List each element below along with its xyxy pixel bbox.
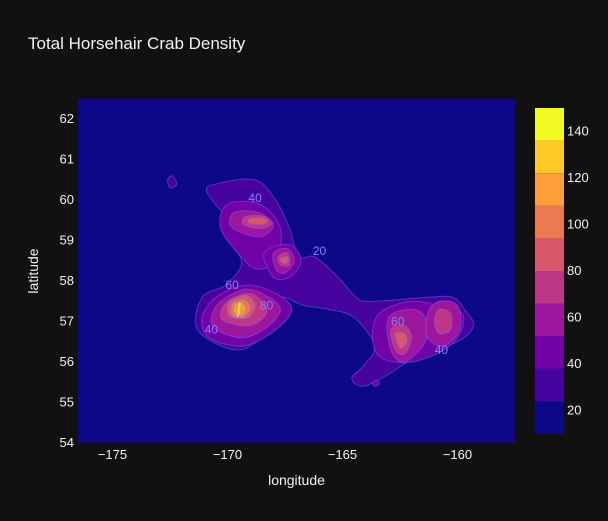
colorbar-tick-label: 120: [567, 170, 589, 185]
colorbar: 20 40 60 80 100 120 140: [535, 108, 589, 434]
colorbar-tick-label: 140: [567, 123, 589, 138]
contour-label-0: 40: [248, 191, 262, 205]
contour-region-10-1: [167, 175, 178, 189]
colorbar-band: [535, 140, 564, 174]
colorbar-band: [535, 108, 564, 141]
y-tick-label: 56: [60, 354, 74, 369]
contour-label-3: 80: [260, 298, 274, 312]
y-tick-label: 55: [60, 395, 74, 410]
colorbar-band: [535, 303, 564, 337]
y-tick-label: 60: [60, 192, 74, 207]
colorbar-tick-label: 80: [567, 263, 581, 278]
x-axis-ticks: −175 −170 −165 −160: [98, 447, 472, 462]
x-tick-label: −170: [213, 447, 242, 462]
contour-region-80-3: [394, 331, 408, 349]
y-tick-label: 62: [60, 111, 74, 126]
contour-label-6: 40: [435, 343, 449, 357]
colorbar-tick-label: 20: [567, 403, 581, 418]
contour-region-60-4: [433, 308, 453, 335]
contour-label-4: 40: [205, 323, 219, 337]
x-axis-label: longitude: [268, 472, 325, 488]
x-tick-label: −175: [98, 447, 127, 462]
colorbar-band: [535, 336, 564, 369]
contour-label-5: 60: [391, 315, 405, 329]
x-tick-label: −165: [328, 447, 357, 462]
colorbar-band: [535, 238, 564, 271]
contour-label-2: 60: [225, 278, 239, 292]
contour-label-1: 20: [313, 244, 327, 258]
colorbar-tick-label: 40: [567, 356, 581, 371]
x-tick-label: −160: [443, 447, 472, 462]
colorbar-tick-label: 100: [567, 216, 589, 231]
contour-region-80-0: [247, 217, 268, 226]
y-tick-label: 59: [60, 233, 74, 248]
y-axis-label: latitude: [25, 248, 41, 293]
y-axis-ticks: 54 55 56 57 58 59 60 61 62: [60, 111, 74, 450]
colorbar-band: [535, 271, 564, 304]
contour-region-20-4: [371, 379, 380, 387]
y-tick-label: 57: [60, 314, 74, 329]
contour-layer: [167, 175, 475, 387]
y-tick-label: 58: [60, 273, 74, 288]
colorbar-band: [535, 205, 564, 239]
contour-region-140-0: [236, 301, 242, 319]
contour-region-80-1: [279, 256, 289, 265]
contour-labels: 40 20 60 80 40 60 40: [205, 191, 449, 357]
y-tick-label: 61: [60, 152, 74, 167]
chart-title: Total Horsehair Crab Density: [28, 34, 246, 53]
colorbar-band: [535, 173, 564, 206]
colorbar-band: [535, 401, 564, 434]
colorbar-band: [535, 368, 564, 402]
y-tick-label: 54: [60, 435, 74, 450]
colorbar-tick-label: 60: [567, 310, 581, 325]
